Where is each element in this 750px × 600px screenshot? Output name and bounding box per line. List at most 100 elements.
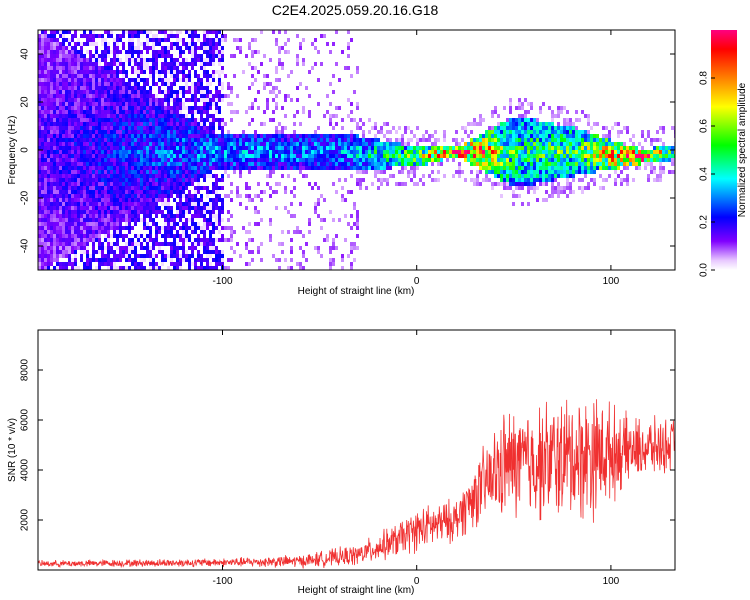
heatmap-cell — [71, 130, 74, 134]
heatmap-cell — [290, 246, 293, 250]
heatmap-cell — [86, 110, 89, 114]
heatmap-cell — [44, 178, 47, 182]
heatmap-cell — [242, 134, 245, 138]
heatmap-cell — [83, 138, 86, 142]
heatmap-cell — [263, 74, 266, 78]
heatmap-cell — [527, 130, 530, 134]
heatmap-cell — [461, 150, 464, 154]
heatmap-cell — [230, 230, 233, 234]
heatmap-cell — [500, 158, 503, 162]
heatmap-cell — [59, 182, 62, 186]
heatmap-cell — [164, 34, 167, 38]
heatmap-cell — [89, 142, 92, 146]
heatmap-cell — [170, 230, 173, 234]
heatmap-cell — [422, 182, 425, 186]
heatmap-cell — [278, 134, 281, 138]
heatmap-cell — [209, 222, 212, 226]
heatmap-cell — [203, 38, 206, 42]
heatmap-cell — [41, 82, 44, 86]
heatmap-cell — [293, 166, 296, 170]
heatmap-cell — [65, 134, 68, 138]
heatmap-cell — [86, 98, 89, 102]
heatmap-cell — [350, 146, 353, 150]
heatmap-cell — [551, 146, 554, 150]
heatmap-cell — [110, 30, 113, 34]
heatmap-cell — [209, 62, 212, 66]
heatmap-cell — [242, 150, 245, 154]
heatmap-cell — [185, 210, 188, 214]
heatmap-cell — [47, 174, 50, 178]
heatmap-cell — [119, 146, 122, 150]
heatmap-cell — [236, 150, 239, 154]
heatmap-cell — [332, 138, 335, 142]
heatmap-cell — [173, 158, 176, 162]
heatmap-cell — [233, 230, 236, 234]
heatmap-cell — [494, 166, 497, 170]
heatmap-cell — [59, 238, 62, 242]
heatmap-cell — [200, 210, 203, 214]
heatmap-cell — [101, 78, 104, 82]
heatmap-cell — [242, 142, 245, 146]
heatmap-cell — [308, 150, 311, 154]
heatmap-cell — [539, 162, 542, 166]
heatmap-cell — [182, 78, 185, 82]
heatmap-cell — [191, 110, 194, 114]
heatmap-cell — [203, 118, 206, 122]
heatmap-cell — [140, 58, 143, 62]
heatmap-cell — [275, 182, 278, 186]
heatmap-cell — [131, 38, 134, 42]
heatmap-cell — [302, 250, 305, 254]
heatmap-cell — [416, 154, 419, 158]
heatmap-cell — [116, 166, 119, 170]
heatmap-cell — [536, 170, 539, 174]
heatmap-cell — [275, 94, 278, 98]
heatmap-cell — [56, 98, 59, 102]
heatmap-cell — [98, 262, 101, 266]
heatmap-cell — [401, 154, 404, 158]
heatmap-cell — [146, 134, 149, 138]
heatmap-cell — [536, 142, 539, 146]
heatmap-cell — [326, 110, 329, 114]
heatmap-cell — [50, 86, 53, 90]
heatmap-cell — [86, 134, 89, 138]
heatmap-cell — [236, 146, 239, 150]
heatmap-cell — [161, 62, 164, 66]
heatmap-cell — [317, 202, 320, 206]
heatmap-cell — [203, 134, 206, 138]
heatmap-cell — [374, 154, 377, 158]
heatmap-cell — [50, 174, 53, 178]
heatmap-cell — [212, 222, 215, 226]
heatmap-cell — [215, 110, 218, 114]
heatmap-cell — [164, 146, 167, 150]
heatmap-cell — [500, 194, 503, 198]
heatmap-cell — [197, 190, 200, 194]
heatmap-cell — [50, 226, 53, 230]
heatmap-cell — [251, 238, 254, 242]
heatmap-cell — [59, 34, 62, 38]
heatmap-cell — [152, 106, 155, 110]
heatmap-cell — [101, 118, 104, 122]
heatmap-cell — [164, 58, 167, 62]
heatmap-cell — [320, 142, 323, 146]
heatmap-cell — [536, 174, 539, 178]
heatmap-cell — [68, 242, 71, 246]
heatmap-cell — [185, 42, 188, 46]
heatmap-cell — [38, 150, 41, 154]
heatmap-cell — [98, 174, 101, 178]
heatmap-cell — [293, 178, 296, 182]
heatmap-cell — [173, 138, 176, 142]
heatmap-cell — [503, 166, 506, 170]
heatmap-cell — [104, 234, 107, 238]
heatmap-cell — [77, 82, 80, 86]
heatmap-cell — [281, 174, 284, 178]
heatmap-cell — [71, 102, 74, 106]
heatmap-cell — [128, 110, 131, 114]
heatmap-cell — [497, 154, 500, 158]
heatmap-cell — [338, 78, 341, 82]
heatmap-cell — [65, 90, 68, 94]
heatmap-cell — [488, 158, 491, 162]
heatmap-cell — [68, 82, 71, 86]
heatmap-cell — [437, 158, 440, 162]
heatmap-cell — [110, 234, 113, 238]
heatmap-cell — [317, 134, 320, 138]
